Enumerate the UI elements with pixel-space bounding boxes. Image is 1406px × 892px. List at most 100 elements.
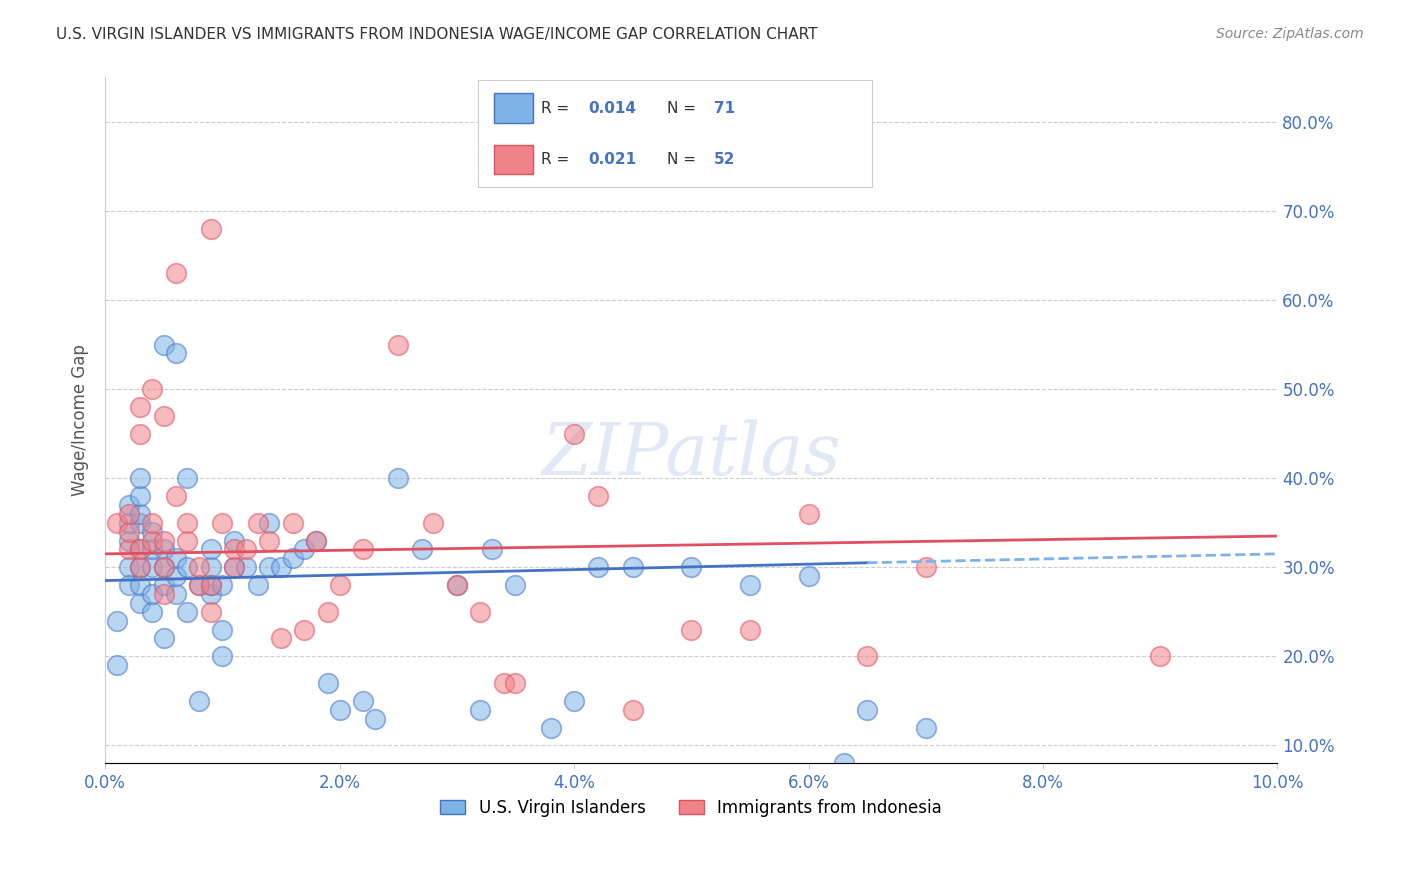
Immigrants from Indonesia bbox=[470, 605, 492, 619]
U.S. Virgin Islanders bbox=[200, 578, 222, 592]
U.S. Virgin Islanders bbox=[681, 560, 703, 574]
U.S. Virgin Islanders bbox=[129, 507, 152, 521]
Immigrants from Indonesia bbox=[621, 703, 644, 717]
Immigrants from Indonesia bbox=[176, 533, 198, 548]
Immigrants from Indonesia bbox=[118, 542, 141, 557]
U.S. Virgin Islanders bbox=[505, 578, 527, 592]
U.S. Virgin Islanders bbox=[129, 489, 152, 503]
U.S. Virgin Islanders bbox=[281, 551, 304, 566]
Immigrants from Indonesia bbox=[259, 533, 281, 548]
U.S. Virgin Islanders bbox=[211, 578, 233, 592]
U.S. Virgin Islanders bbox=[832, 756, 855, 771]
U.S. Virgin Islanders bbox=[165, 587, 187, 601]
Immigrants from Indonesia bbox=[505, 676, 527, 690]
Immigrants from Indonesia bbox=[165, 266, 187, 280]
Immigrants from Indonesia bbox=[153, 560, 176, 574]
U.S. Virgin Islanders bbox=[165, 551, 187, 566]
U.S. Virgin Islanders bbox=[176, 471, 198, 485]
Immigrants from Indonesia bbox=[294, 623, 316, 637]
FancyBboxPatch shape bbox=[494, 93, 533, 123]
Immigrants from Indonesia bbox=[329, 578, 352, 592]
U.S. Virgin Islanders bbox=[105, 614, 128, 628]
Immigrants from Indonesia bbox=[211, 516, 233, 530]
FancyBboxPatch shape bbox=[494, 145, 533, 175]
U.S. Virgin Islanders bbox=[200, 542, 222, 557]
U.S. Virgin Islanders bbox=[211, 649, 233, 664]
Immigrants from Indonesia bbox=[141, 516, 163, 530]
U.S. Virgin Islanders bbox=[188, 578, 211, 592]
Text: N =: N = bbox=[666, 152, 700, 167]
U.S. Virgin Islanders bbox=[176, 560, 198, 574]
Immigrants from Indonesia bbox=[235, 542, 257, 557]
U.S. Virgin Islanders bbox=[129, 542, 152, 557]
U.S. Virgin Islanders bbox=[586, 560, 609, 574]
U.S. Virgin Islanders bbox=[738, 578, 761, 592]
Text: 71: 71 bbox=[714, 101, 735, 116]
Immigrants from Indonesia bbox=[586, 489, 609, 503]
U.S. Virgin Islanders bbox=[200, 560, 222, 574]
U.S. Virgin Islanders bbox=[141, 560, 163, 574]
Text: R =: R = bbox=[541, 101, 574, 116]
U.S. Virgin Islanders bbox=[153, 560, 176, 574]
U.S. Virgin Islanders bbox=[540, 721, 562, 735]
U.S. Virgin Islanders bbox=[856, 703, 879, 717]
U.S. Virgin Islanders bbox=[129, 516, 152, 530]
U.S. Virgin Islanders bbox=[259, 516, 281, 530]
U.S. Virgin Islanders bbox=[118, 578, 141, 592]
U.S. Virgin Islanders bbox=[797, 569, 820, 583]
U.S. Virgin Islanders bbox=[188, 694, 211, 708]
Text: U.S. VIRGIN ISLANDER VS IMMIGRANTS FROM INDONESIA WAGE/INCOME GAP CORRELATION CH: U.S. VIRGIN ISLANDER VS IMMIGRANTS FROM … bbox=[56, 27, 818, 42]
Immigrants from Indonesia bbox=[305, 533, 328, 548]
Immigrants from Indonesia bbox=[246, 516, 269, 530]
U.S. Virgin Islanders bbox=[352, 694, 374, 708]
Immigrants from Indonesia bbox=[492, 676, 515, 690]
Immigrants from Indonesia bbox=[118, 507, 141, 521]
U.S. Virgin Islanders bbox=[118, 560, 141, 574]
Legend: U.S. Virgin Islanders, Immigrants from Indonesia: U.S. Virgin Islanders, Immigrants from I… bbox=[434, 792, 949, 823]
Immigrants from Indonesia bbox=[129, 426, 152, 441]
Immigrants from Indonesia bbox=[914, 560, 936, 574]
U.S. Virgin Islanders bbox=[105, 658, 128, 673]
Immigrants from Indonesia bbox=[129, 560, 152, 574]
U.S. Virgin Islanders bbox=[153, 337, 176, 351]
Text: 0.014: 0.014 bbox=[588, 101, 637, 116]
U.S. Virgin Islanders bbox=[200, 587, 222, 601]
U.S. Virgin Islanders bbox=[153, 542, 176, 557]
Immigrants from Indonesia bbox=[224, 560, 246, 574]
U.S. Virgin Islanders bbox=[118, 533, 141, 548]
Text: 0.021: 0.021 bbox=[588, 152, 637, 167]
Immigrants from Indonesia bbox=[856, 649, 879, 664]
Immigrants from Indonesia bbox=[129, 542, 152, 557]
Immigrants from Indonesia bbox=[153, 587, 176, 601]
Text: R =: R = bbox=[541, 152, 574, 167]
Immigrants from Indonesia bbox=[270, 632, 292, 646]
U.S. Virgin Islanders bbox=[270, 560, 292, 574]
U.S. Virgin Islanders bbox=[141, 587, 163, 601]
Immigrants from Indonesia bbox=[281, 516, 304, 530]
Immigrants from Indonesia bbox=[188, 578, 211, 592]
Immigrants from Indonesia bbox=[118, 524, 141, 539]
U.S. Virgin Islanders bbox=[481, 542, 503, 557]
U.S. Virgin Islanders bbox=[224, 560, 246, 574]
U.S. Virgin Islanders bbox=[224, 533, 246, 548]
U.S. Virgin Islanders bbox=[446, 578, 468, 592]
Immigrants from Indonesia bbox=[738, 623, 761, 637]
U.S. Virgin Islanders bbox=[387, 471, 409, 485]
Immigrants from Indonesia bbox=[141, 382, 163, 396]
Immigrants from Indonesia bbox=[681, 623, 703, 637]
Immigrants from Indonesia bbox=[224, 542, 246, 557]
U.S. Virgin Islanders bbox=[235, 560, 257, 574]
U.S. Virgin Islanders bbox=[316, 676, 339, 690]
Immigrants from Indonesia bbox=[316, 605, 339, 619]
Immigrants from Indonesia bbox=[129, 400, 152, 414]
U.S. Virgin Islanders bbox=[129, 578, 152, 592]
Immigrants from Indonesia bbox=[176, 516, 198, 530]
U.S. Virgin Islanders bbox=[118, 516, 141, 530]
Immigrants from Indonesia bbox=[200, 222, 222, 236]
Text: N =: N = bbox=[666, 101, 700, 116]
Text: ZIPatlas: ZIPatlas bbox=[541, 419, 841, 490]
U.S. Virgin Islanders bbox=[562, 694, 585, 708]
U.S. Virgin Islanders bbox=[141, 524, 163, 539]
Immigrants from Indonesia bbox=[188, 560, 211, 574]
U.S. Virgin Islanders bbox=[411, 542, 433, 557]
